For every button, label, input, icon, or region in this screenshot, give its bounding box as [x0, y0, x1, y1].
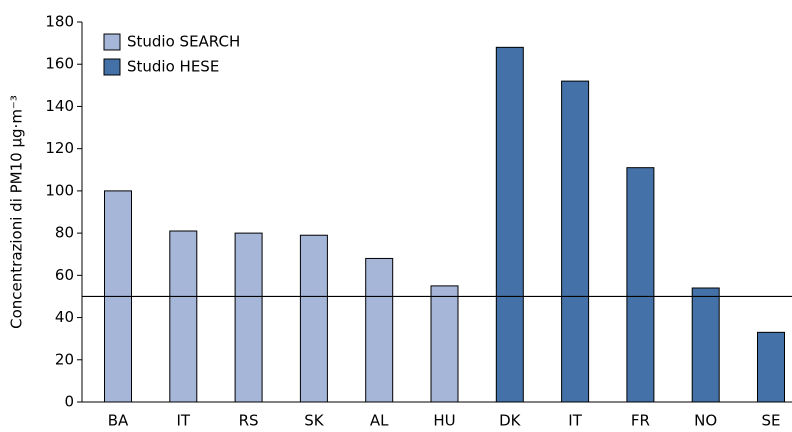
y-tick-label: 160: [45, 55, 74, 73]
bar: [299, 234, 328, 403]
x-tick-label: NO: [694, 412, 717, 430]
bar: [626, 167, 655, 403]
y-tick-label: 20: [55, 350, 74, 368]
y-axis-label: Concentrazioni di PM10 µg·m⁻³: [8, 95, 26, 329]
bar: [757, 331, 785, 403]
x-tick-label: RS: [239, 412, 259, 430]
x-tick-label: IT: [177, 412, 191, 430]
x-tick-label: SE: [762, 412, 781, 430]
y-tick-label: 40: [55, 308, 74, 326]
bar: [365, 257, 394, 403]
x-tick-label: FR: [631, 412, 650, 430]
bar: [561, 80, 590, 403]
x-tick-label: BA: [108, 412, 129, 430]
legend-label: Studio SEARCH: [127, 33, 240, 51]
legend-swatch: [103, 58, 121, 76]
bar: [234, 232, 263, 403]
x-tick-label: SK: [304, 412, 325, 430]
x-tick-label: HU: [433, 412, 455, 430]
bar: [169, 230, 198, 403]
legend-label: Studio HESE: [127, 58, 219, 76]
bar: [691, 287, 720, 403]
y-tick-label: 120: [45, 139, 74, 157]
x-tick-label: DK: [499, 412, 522, 430]
bar: [430, 285, 459, 403]
y-tick-label: 140: [45, 97, 74, 115]
x-tick-label: AL: [370, 412, 389, 430]
x-tick-label: IT: [568, 412, 582, 430]
y-tick-label: 180: [45, 13, 74, 31]
y-tick-label: 0: [64, 393, 74, 411]
y-tick-label: 100: [45, 181, 74, 199]
legend-swatch: [103, 33, 121, 51]
bar: [495, 46, 524, 403]
y-tick-label: 80: [55, 224, 74, 242]
y-tick-label: 60: [55, 266, 74, 284]
